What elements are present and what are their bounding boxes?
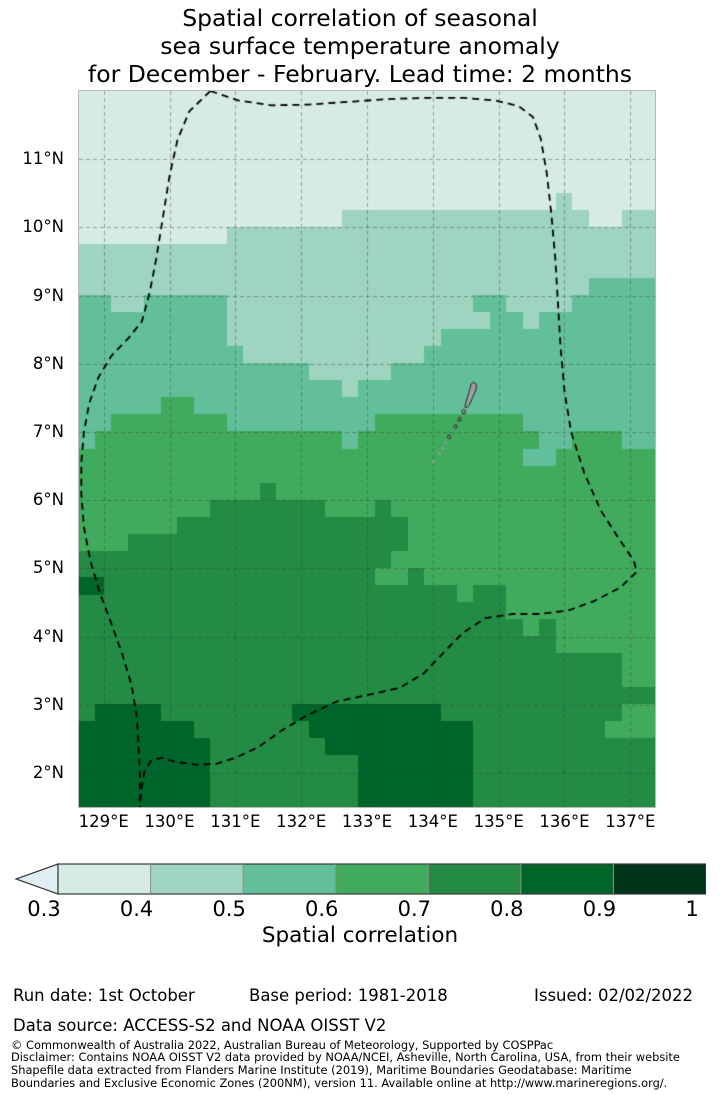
y-tick-label: 6°N bbox=[32, 490, 64, 510]
metadata-row: Run date: 1st October Base period: 1981-… bbox=[0, 985, 720, 1009]
colorbar-svg bbox=[14, 863, 706, 895]
correlation-heatmap-canvas bbox=[79, 91, 655, 807]
colorbar-tick-label: 0.3 bbox=[27, 897, 61, 921]
y-tick-label: 10°N bbox=[22, 217, 64, 237]
disclaimer-line-1: Disclaimer: Contains NOAA OISST V2 data … bbox=[11, 1050, 680, 1064]
colorbar-swatches[interactable] bbox=[14, 863, 706, 895]
colorbar-swatch bbox=[150, 864, 244, 894]
colorbar-extend-arrow bbox=[14, 863, 59, 895]
x-tick-label: 131°E bbox=[210, 812, 261, 831]
y-tick-label: 9°N bbox=[32, 285, 64, 305]
x-axis-labels: 129°E 130°E 131°E 132°E 133°E 134°E 135°E 136°E… bbox=[78, 812, 656, 838]
x-tick-label: 134°E bbox=[407, 812, 458, 831]
colorbar-swatch bbox=[613, 864, 706, 894]
colorbar: 0.3 0.4 0.5 0.6 0.7 0.8 0.9 1 Spatial correlati… bbox=[0, 855, 720, 960]
x-tick-label: 137°E bbox=[605, 812, 656, 831]
disclaimer-line-3: Boundaries and Exclusive Economic Zones … bbox=[11, 1076, 668, 1091]
colorbar-swatch bbox=[520, 864, 614, 894]
issued-date-text: Issued: 02/02/2022 bbox=[534, 986, 694, 1005]
y-tick-label: 7°N bbox=[32, 421, 64, 441]
colorbar-tick-label: 0.9 bbox=[582, 897, 617, 921]
chart-title: Spatial correlation of seasonal sea surf… bbox=[0, 0, 720, 88]
colorbar-label: Spatial correlation bbox=[261, 923, 459, 948]
x-tick-label: 129°E bbox=[78, 812, 129, 831]
map-plot-area[interactable] bbox=[78, 90, 656, 808]
y-tick-label: 8°N bbox=[32, 353, 64, 373]
data-source-text: Data source: ACCESS-S2 and NOAA OISST V2 bbox=[13, 1016, 387, 1035]
y-tick-label: 11°N bbox=[22, 149, 64, 169]
x-tick-label: 136°E bbox=[539, 812, 590, 831]
colorbar-swatch bbox=[428, 864, 521, 894]
title-line-3: for December - February. Lead time: 2 mo… bbox=[87, 60, 633, 88]
colorbar-outline bbox=[57, 863, 706, 895]
y-tick-label: 4°N bbox=[32, 626, 64, 646]
colorbar-tick-label: 0.8 bbox=[490, 897, 524, 921]
run-date-text: Run date: 1st October bbox=[13, 986, 195, 1005]
x-tick-label: 133°E bbox=[341, 812, 393, 831]
colorbar-swatch bbox=[58, 864, 151, 894]
colorbar-tick-label: 0.7 bbox=[397, 897, 431, 921]
colorbar-tick-label: 1 bbox=[685, 897, 699, 921]
footer: Run date: 1st October Base period: 1981-… bbox=[0, 975, 720, 1095]
colorbar-tick-label: 0.4 bbox=[119, 897, 154, 921]
colorbar-tick-label: 0.5 bbox=[212, 897, 246, 921]
y-axis-labels: 2°N 3°N 4°N 5°N 6°N 7°N 8°N 9°N 10°N 11°N bbox=[0, 90, 72, 808]
x-tick-label: 132°E bbox=[276, 812, 327, 831]
title-line-1: Spatial correlation of seasonal bbox=[182, 4, 538, 32]
title-line-2: sea surface temperature anomaly bbox=[160, 32, 560, 60]
x-tick-label: 135°E bbox=[473, 812, 524, 831]
base-period-text: Base period: 1981-2018 bbox=[249, 986, 448, 1005]
colorbar-tick-label: 0.6 bbox=[305, 897, 339, 921]
colorbar-swatch bbox=[335, 864, 429, 894]
colorbar-tick-labels: 0.3 0.4 0.5 0.6 0.7 0.8 0.9 1 bbox=[0, 897, 698, 921]
y-tick-label: 5°N bbox=[32, 558, 64, 578]
copyright-text: © Commonwealth of Australia 2022, Austra… bbox=[11, 1038, 554, 1052]
y-tick-label: 3°N bbox=[32, 694, 64, 714]
map-figure: 2°N 3°N 4°N 5°N 6°N 7°N 8°N 9°N 10°N 11°N 129°E 13… bbox=[0, 86, 720, 831]
x-tick-label: 130°E bbox=[144, 812, 195, 831]
disclaimer-line-2: Shapefile data extracted from Flanders M… bbox=[11, 1063, 632, 1078]
disclaimer-text: Disclaimer: Contains NOAA OISST V2 data … bbox=[11, 1050, 720, 1091]
y-tick-label: 2°N bbox=[32, 762, 64, 782]
colorbar-swatch bbox=[243, 864, 336, 894]
